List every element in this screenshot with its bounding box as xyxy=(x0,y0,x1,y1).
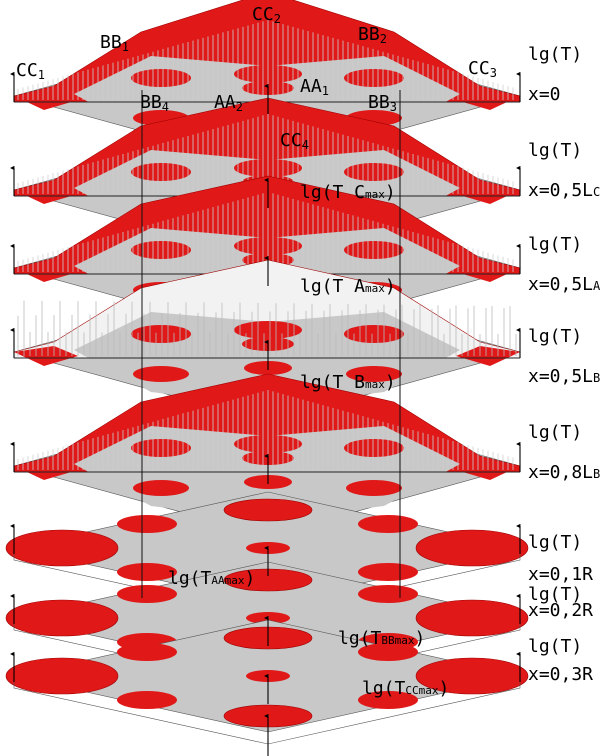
max-temperature-label: lg(TAAmax) xyxy=(168,568,255,589)
peak-region xyxy=(117,515,177,533)
spike-hatching xyxy=(17,20,514,100)
position-label: x=0,1R xyxy=(528,564,593,585)
vertical-guides xyxy=(10,71,521,756)
peak-region xyxy=(223,498,313,522)
peak-region xyxy=(415,657,529,695)
peak-region xyxy=(131,241,191,259)
position-label: x=0,3R xyxy=(528,664,593,685)
position-label: x=0,5LB xyxy=(528,366,600,387)
peak-region xyxy=(5,657,119,695)
max-temperature-label: lg(TBBmax) xyxy=(338,628,425,649)
peak-region xyxy=(117,585,177,603)
max-temperature-label: lg(TCCmax) xyxy=(362,678,449,699)
peak-region xyxy=(344,325,404,343)
point-label: CC2 xyxy=(252,4,281,26)
axis-label-lgT: lg(T) xyxy=(528,636,582,657)
peak-region xyxy=(346,366,402,382)
peak-region xyxy=(117,691,177,709)
position-label: x=0,5LA xyxy=(528,274,601,295)
position-label: x=0 xyxy=(528,84,561,105)
peak-region xyxy=(344,163,404,181)
layers-group xyxy=(5,0,529,745)
peak-region xyxy=(131,325,191,343)
axis-label-lgT: lg(T) xyxy=(528,44,582,65)
max-temperature-label: lg(T Cmax) xyxy=(300,182,396,203)
point-label: BB4 xyxy=(140,92,169,114)
peak-region xyxy=(131,163,191,181)
position-label: x=0,2R xyxy=(528,600,593,621)
axis-label-lgT: lg(T) xyxy=(528,140,582,161)
peak-region xyxy=(415,599,529,637)
peak-region xyxy=(344,241,404,259)
spike-hatching xyxy=(17,114,514,194)
point-label: BB1 xyxy=(100,32,129,54)
point-label: BB2 xyxy=(358,24,387,46)
peak-region xyxy=(358,515,418,533)
peak-region xyxy=(14,184,78,204)
peak-region xyxy=(14,262,78,282)
point-label: BB3 xyxy=(368,92,397,114)
position-label: x=0,8LB xyxy=(528,462,600,483)
axis-label-lgT: lg(T) xyxy=(528,326,582,347)
spike-hatching xyxy=(17,300,517,356)
peak-region xyxy=(358,563,418,581)
peak-region xyxy=(131,439,191,457)
max-temperature-label: lg(T Bmax) xyxy=(300,372,396,393)
position-label: x=0,5LC xyxy=(528,180,600,201)
peak-region xyxy=(346,480,402,496)
axis-label-lgT: lg(T) xyxy=(528,532,582,553)
peak-region xyxy=(344,439,404,457)
point-label: AA1 xyxy=(300,76,329,98)
peak-region xyxy=(358,585,418,603)
point-label: CC4 xyxy=(280,130,309,152)
peak-region xyxy=(117,643,177,661)
spike-hatching xyxy=(17,192,514,272)
axis-label-lgT: lg(T) xyxy=(528,422,582,443)
peak-region xyxy=(5,529,119,567)
axis-label-lgT: lg(T) xyxy=(528,234,582,255)
point-label: CC1 xyxy=(16,60,45,82)
peak-region xyxy=(117,563,177,581)
surface-layer-8 xyxy=(5,619,529,745)
peak-region xyxy=(131,69,191,87)
peak-region xyxy=(133,480,189,496)
peak-region xyxy=(14,90,78,110)
point-label: AA2 xyxy=(214,92,243,114)
peak-region xyxy=(133,366,189,382)
surface-layer-4 xyxy=(12,259,522,423)
peak-region xyxy=(234,321,302,339)
axis-label-lgT: lg(T) xyxy=(528,584,582,605)
peak-region xyxy=(358,643,418,661)
peak-region xyxy=(14,460,78,480)
labels-group: CC2 BB1 BB2 CC1 CC3 AA1 BB4 AA2 BB3 CC4 lg(T) x=0 lg… xyxy=(16,4,601,699)
peak-region xyxy=(415,529,529,567)
point-label: CC3 xyxy=(468,58,497,80)
peak-region xyxy=(5,599,119,637)
max-temperature-label: lg(T Amax) xyxy=(300,276,396,297)
peak-region xyxy=(344,69,404,87)
peak-region xyxy=(358,691,418,709)
surface-layer-5 xyxy=(12,373,522,537)
